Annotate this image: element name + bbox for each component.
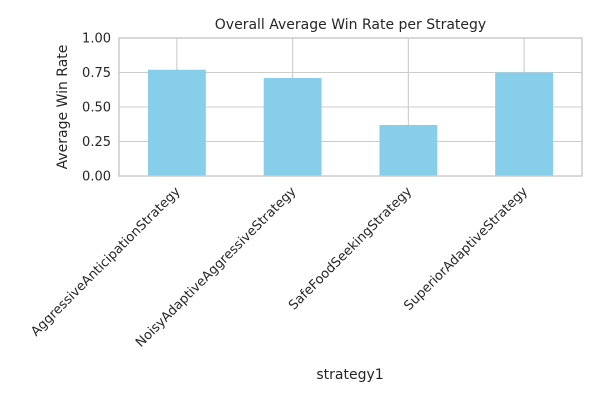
bar-SuperiorAdaptiveStrategy — [495, 72, 554, 176]
chart-title: Overall Average Win Rate per Strategy — [215, 17, 486, 33]
y-axis-label: Average Win Rate — [55, 45, 71, 170]
bar-SafeFoodSeekingStrategy — [379, 124, 438, 176]
x-axis-label: strategy1 — [316, 367, 383, 383]
x-tick-label: SuperiorAdaptiveStrategy — [401, 184, 531, 314]
y-tick-label: 1.00 — [82, 32, 111, 47]
y-tick-label: 0.50 — [82, 101, 111, 116]
bar-NoisyAdaptiveAggressiveStrategy — [263, 78, 322, 176]
plot-frame — [118, 37, 583, 177]
x-tick-label: SafeFoodSeekingStrategy — [286, 184, 415, 313]
y-tick-label: 0.00 — [82, 170, 111, 185]
y-tick-label: 0.25 — [82, 135, 111, 150]
x-tick-labels: AggressiveAnticipationStrategyNoisyAdapt… — [28, 184, 531, 351]
y-tick-label: 0.75 — [82, 66, 111, 81]
bars-layer — [147, 69, 554, 176]
y-tick-labels: 0.00 0.25 0.50 0.75 1.00 — [82, 32, 111, 185]
bar-AggressiveAnticipationStrategy — [147, 69, 206, 176]
